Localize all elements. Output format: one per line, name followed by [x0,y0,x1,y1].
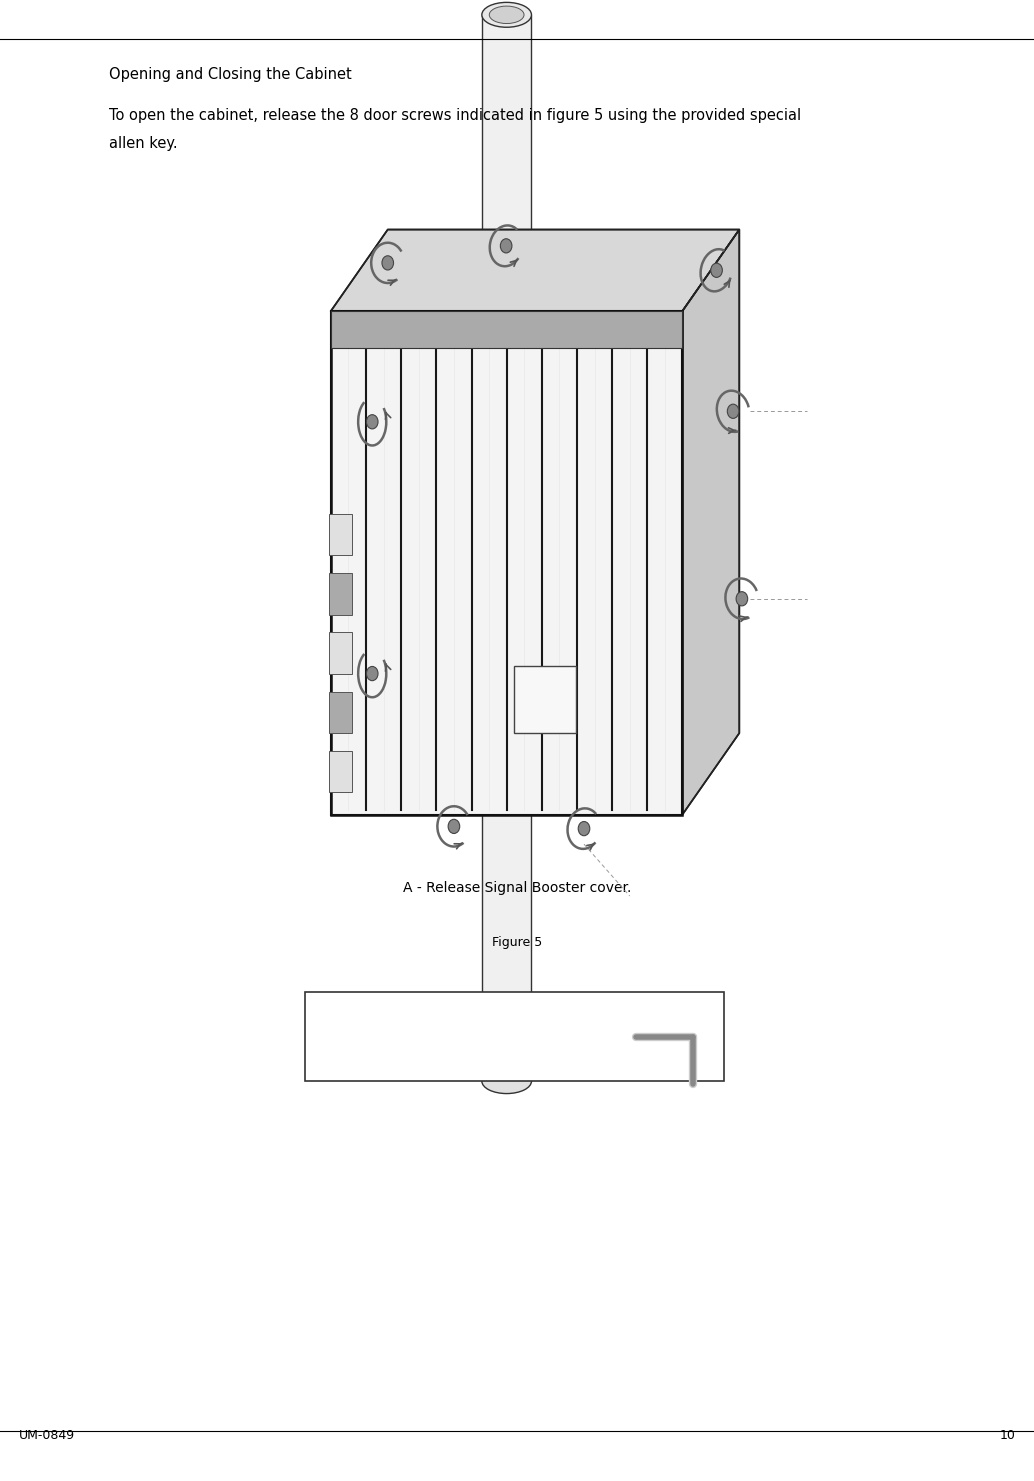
Ellipse shape [578,822,589,835]
Text: To open the cabinet, release the 8 door screws indicated in figure 5 using the p: To open the cabinet, release the 8 door … [109,108,800,123]
Text: Figure 5: Figure 5 [492,936,542,949]
Bar [331,311,682,815]
Bar [329,632,352,674]
Bar [514,666,576,733]
Bar [331,311,682,348]
Bar [305,992,724,1081]
Ellipse shape [448,819,460,834]
Ellipse shape [382,256,394,270]
Text: Opening and Closing the Cabinet: Opening and Closing the Cabinet [109,67,352,81]
Ellipse shape [736,592,748,606]
Bar [329,514,352,555]
Bar [329,692,352,733]
Text: Use the special allen key N°6: Use the special allen key N°6 [346,1028,589,1046]
Polygon shape [331,230,739,311]
Ellipse shape [727,404,739,419]
Text: UM-0849: UM-0849 [19,1429,74,1442]
Ellipse shape [489,6,524,24]
Text: A - Release Signal Booster cover.: A - Release Signal Booster cover. [403,881,631,895]
Bar [329,751,352,792]
Polygon shape [682,230,739,815]
Ellipse shape [366,666,378,681]
Bar [331,311,682,815]
Ellipse shape [366,415,378,429]
Text: 10: 10 [1000,1429,1015,1442]
Bar [482,15,531,1081]
Ellipse shape [482,1069,531,1093]
Ellipse shape [500,238,512,253]
Bar [329,573,352,615]
Text: allen key.: allen key. [109,136,177,151]
Ellipse shape [482,3,531,27]
Ellipse shape [710,264,723,277]
